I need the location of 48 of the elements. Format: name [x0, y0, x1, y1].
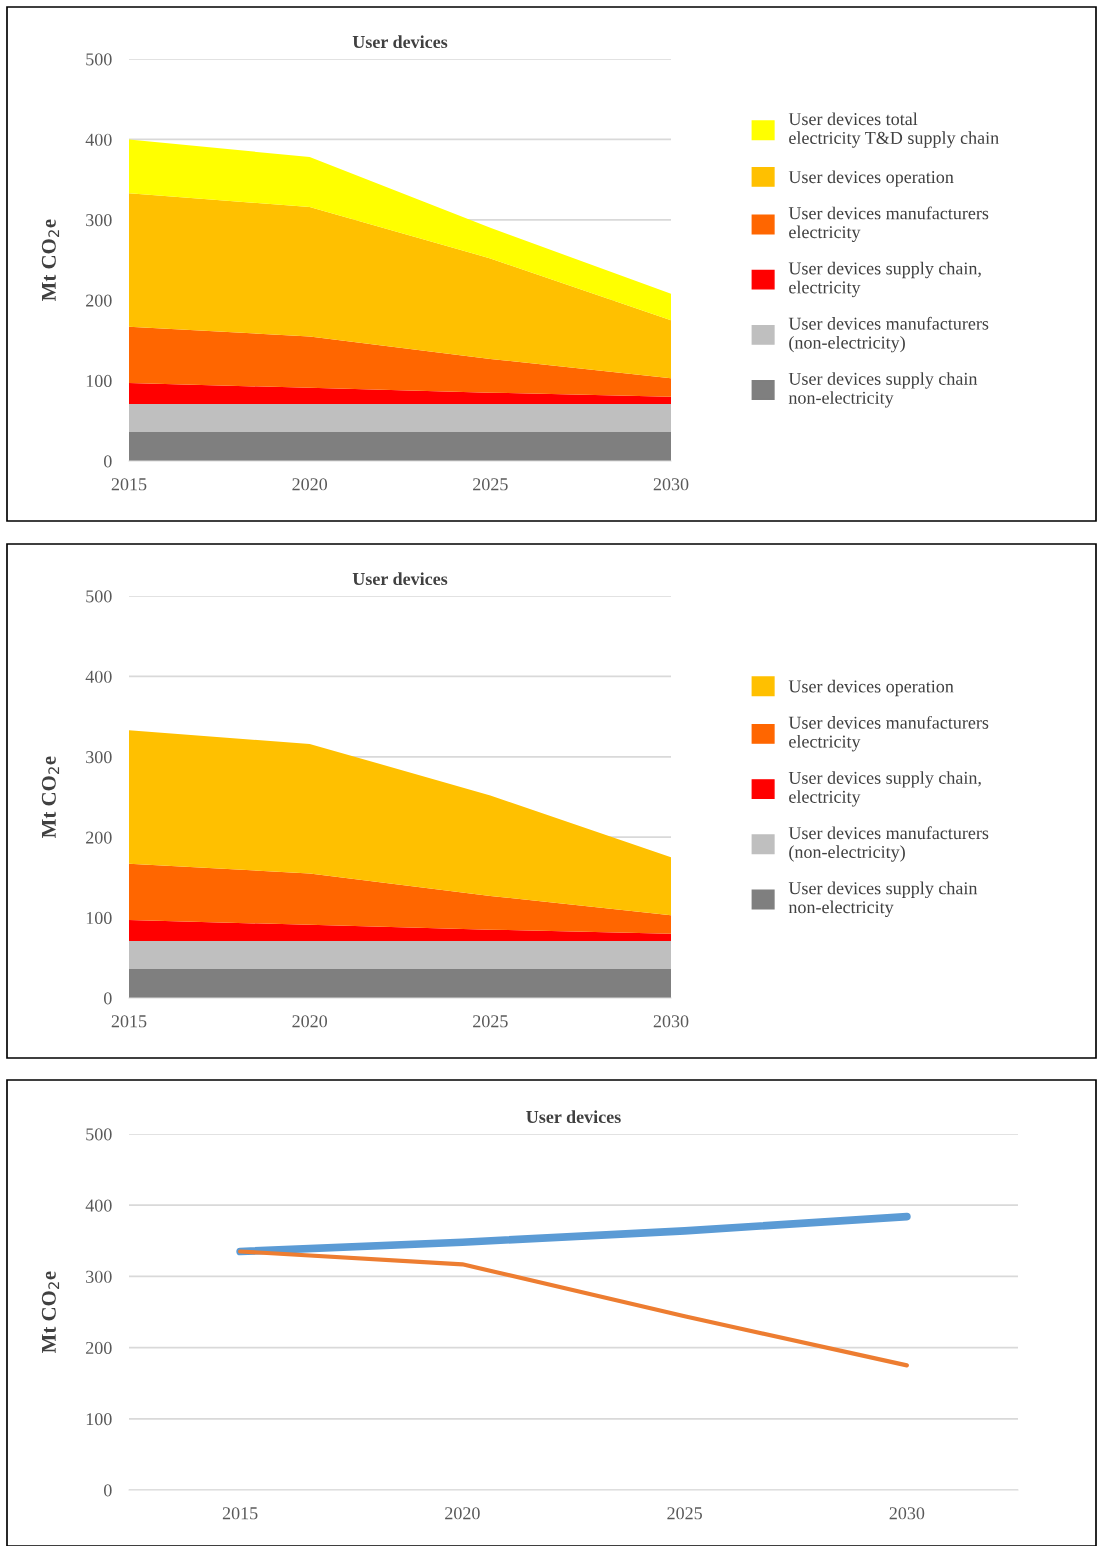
- y-tick-label: 400: [85, 1199, 112, 1212]
- y-tick-label: 300: [86, 214, 112, 227]
- x-tick-label: 2025: [473, 1015, 508, 1028]
- legend-label: User devices manufacturers (non-electricity): [788, 316, 989, 353]
- legend-label: User devices supply chain non-electricity: [788, 881, 978, 917]
- legend-label: User devices operation: [788, 679, 954, 697]
- chart-title: User devices: [352, 572, 448, 586]
- y-tick-label: 300: [86, 1270, 112, 1283]
- legend-label: User devices supply chain, electricity: [788, 261, 981, 298]
- x-tick-label: 2025: [473, 478, 508, 491]
- x-tick-label: 2020: [292, 478, 328, 491]
- legend-label: User devices supply chain non-electricity: [788, 372, 978, 408]
- y-tick-label: 500: [86, 53, 112, 66]
- y-tick-label: 100: [86, 374, 112, 388]
- x-tick-label: 2015: [222, 1507, 258, 1520]
- legend-label: User devices operation: [788, 170, 954, 187]
- x-tick-label: 2030: [653, 478, 689, 491]
- y-axis-title: Mt CO$_{2}$e: [41, 756, 60, 838]
- y-tick-label: 0: [103, 992, 112, 1005]
- x-tick-label: 2015: [111, 478, 147, 491]
- chart-title: User devices: [526, 1110, 621, 1124]
- y-tick-label: 100: [86, 1413, 112, 1426]
- legend-label: User devices total electricity T&D supply chain: [788, 112, 999, 148]
- y-tick-label: 400: [85, 133, 112, 146]
- x-tick-label: 2025: [667, 1507, 702, 1520]
- legend-label: User devices manufacturers electricity: [788, 206, 989, 242]
- x-tick-label: 2015: [111, 1015, 147, 1028]
- y-tick-label: 400: [85, 670, 112, 683]
- y-axis-title: Mt CO$_{2}$e: [41, 219, 60, 301]
- y-tick-label: 100: [86, 911, 112, 925]
- x-tick-label: 2020: [292, 1015, 328, 1028]
- y-tick-label: 200: [86, 831, 112, 844]
- x-tick-label: 2020: [445, 1507, 480, 1520]
- x-tick-label: 2030: [653, 1015, 689, 1028]
- y-tick-label: 500: [86, 590, 112, 603]
- y-axis-title: Mt CO$_{2}$e: [41, 1271, 60, 1353]
- y-tick-label: 500: [86, 1128, 112, 1141]
- y-tick-label: 300: [86, 751, 112, 764]
- chart-title: User devices: [352, 35, 448, 49]
- line-series: [238, 1249, 909, 1368]
- y-tick-label: 0: [103, 455, 112, 468]
- legend-label: User devices manufacturers electricity: [788, 715, 989, 752]
- y-tick-label: 0: [103, 1484, 112, 1497]
- legend-label: User devices manufacturers (non-electricity): [788, 826, 989, 862]
- y-tick-label: 200: [86, 1341, 112, 1355]
- y-tick-label: 200: [86, 294, 112, 307]
- legend-label: User devices supply chain, electricity: [788, 771, 981, 807]
- x-tick-label: 2030: [889, 1507, 925, 1520]
